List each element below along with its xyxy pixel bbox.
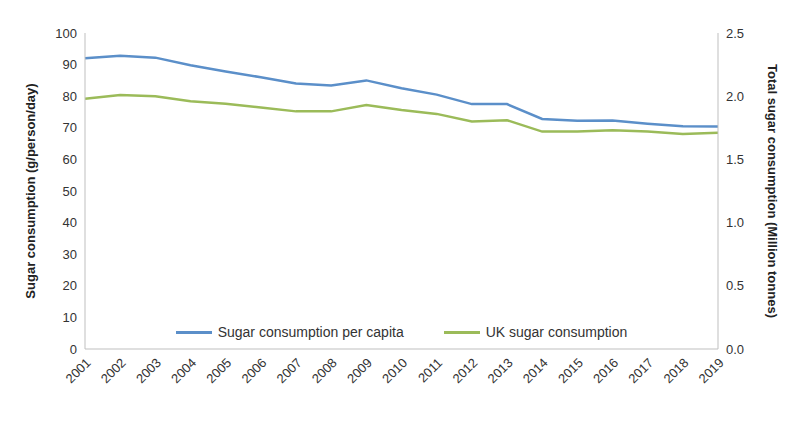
svg-text:40: 40 bbox=[63, 215, 77, 230]
svg-text:2001: 2001 bbox=[63, 355, 94, 386]
svg-text:2009: 2009 bbox=[344, 355, 375, 386]
svg-text:2007: 2007 bbox=[274, 355, 305, 386]
svg-text:2012: 2012 bbox=[449, 355, 480, 386]
svg-text:2011: 2011 bbox=[415, 355, 445, 385]
svg-text:50: 50 bbox=[63, 184, 77, 199]
svg-text:60: 60 bbox=[63, 152, 77, 167]
svg-text:1.5: 1.5 bbox=[726, 152, 744, 167]
svg-text:100: 100 bbox=[55, 26, 77, 41]
svg-text:Total sugar consumption (Milli: Total sugar consumption (Million tonnes) bbox=[765, 64, 780, 318]
svg-text:2008: 2008 bbox=[309, 355, 340, 386]
svg-text:90: 90 bbox=[63, 57, 77, 72]
html-text:UK sugar consumption: UK sugar consumption bbox=[485, 324, 628, 340]
svg-text:2010: 2010 bbox=[379, 355, 410, 386]
svg-text:80: 80 bbox=[63, 89, 77, 104]
svg-text:2.0: 2.0 bbox=[726, 89, 744, 104]
svg-text:2.5: 2.5 bbox=[726, 26, 744, 41]
svg-text:20: 20 bbox=[63, 278, 77, 293]
svg-text:2002: 2002 bbox=[98, 355, 129, 386]
svg-text:0.0: 0.0 bbox=[726, 342, 744, 357]
svg-text:70: 70 bbox=[63, 120, 77, 135]
svg-text:2016: 2016 bbox=[590, 355, 621, 386]
svg-text:0: 0 bbox=[70, 342, 77, 357]
svg-text:30: 30 bbox=[63, 247, 77, 262]
svg-text:2015: 2015 bbox=[555, 355, 586, 386]
svg-text:2003: 2003 bbox=[133, 355, 164, 386]
svg-text:2006: 2006 bbox=[238, 355, 269, 386]
svg-text:2019: 2019 bbox=[696, 355, 727, 386]
html-text:Sugar consumption per capita: Sugar consumption per capita bbox=[217, 324, 404, 340]
svg-text:0.5: 0.5 bbox=[726, 278, 744, 293]
svg-text:2014: 2014 bbox=[520, 355, 551, 386]
svg-text:2018: 2018 bbox=[660, 355, 691, 386]
svg-text:Sugar consumption (g/person/da: Sugar consumption (g/person/day) bbox=[23, 83, 38, 298]
svg-text:2017: 2017 bbox=[625, 355, 656, 386]
svg-text:10: 10 bbox=[63, 310, 77, 325]
svg-text:2013: 2013 bbox=[485, 355, 516, 386]
svg-text:2005: 2005 bbox=[203, 355, 234, 386]
svg-text:1.0: 1.0 bbox=[726, 215, 744, 230]
svg-text:2004: 2004 bbox=[168, 355, 199, 386]
